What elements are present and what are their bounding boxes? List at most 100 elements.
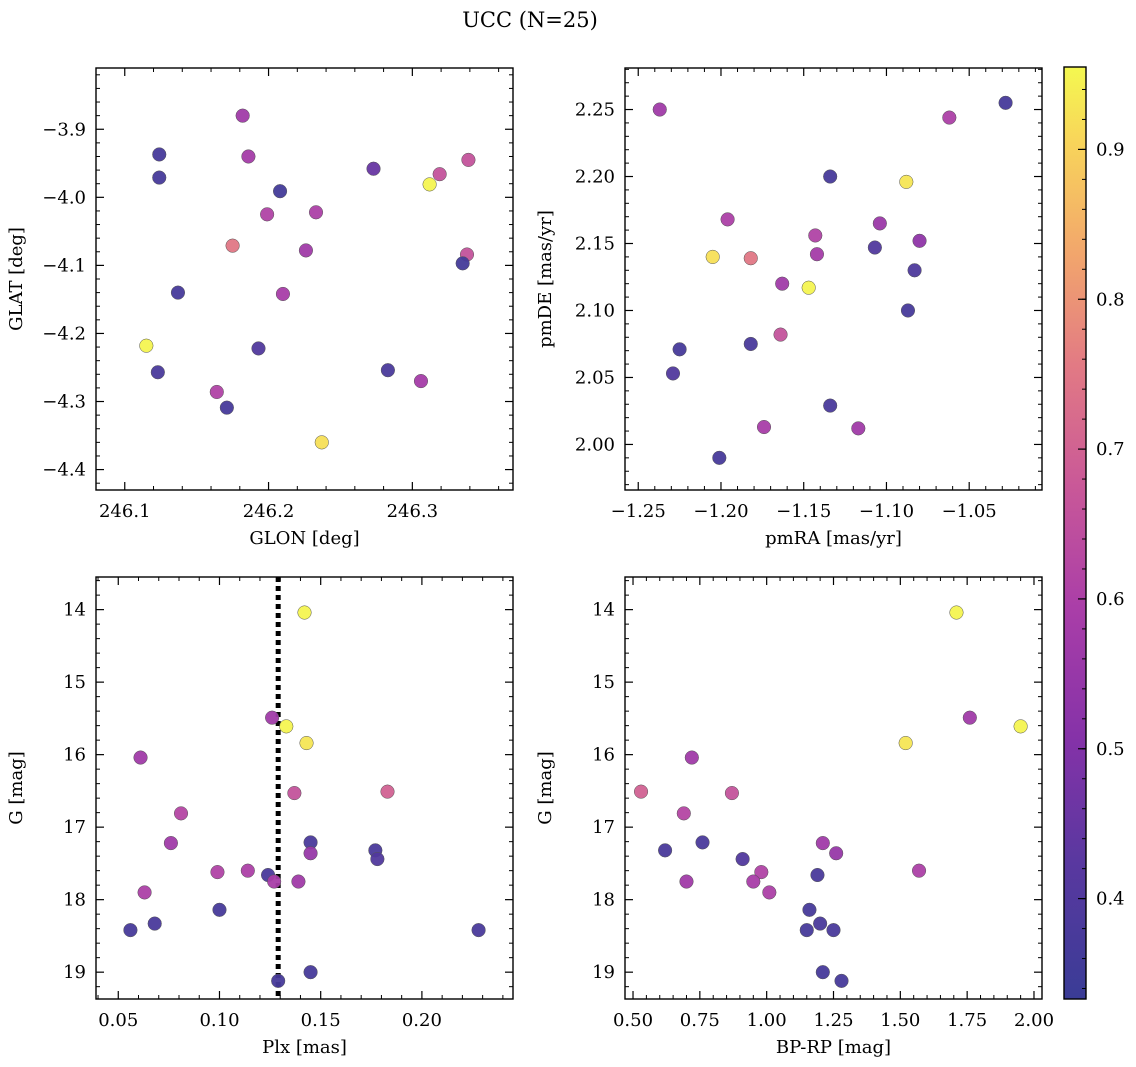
- scatter-point: [652, 102, 667, 117]
- scatter-point: [810, 867, 825, 883]
- scatter-point: [724, 786, 739, 801]
- scatter-point: [801, 280, 816, 295]
- y-tick-label: 2.05: [575, 367, 615, 388]
- scatter-point: [826, 923, 841, 938]
- scatter-point: [235, 108, 250, 123]
- scatter-point: [907, 263, 922, 278]
- x-axis-label: pmRA [mas/yr]: [765, 528, 902, 549]
- scatter-point: [899, 174, 914, 189]
- scatter-point: [900, 303, 916, 318]
- y-tick-label: −4.0: [42, 187, 86, 208]
- scatter-point: [851, 421, 866, 436]
- colorbar-tick-label: 0.9: [1096, 139, 1125, 160]
- y-tick-label: −4.4: [42, 460, 86, 481]
- scatter-point: [279, 719, 294, 734]
- scatter-point: [370, 852, 385, 867]
- scatter-point: [720, 212, 735, 227]
- scatter-point: [275, 286, 290, 302]
- y-tick-label: 14: [592, 600, 615, 621]
- scatter-point: [299, 735, 314, 751]
- y-tick-label: 16: [63, 745, 86, 766]
- scatter-point: [173, 806, 189, 821]
- x-tick-label: −1.05: [942, 501, 997, 522]
- scatter-point: [422, 177, 437, 192]
- y-tick-label: 17: [592, 817, 615, 838]
- scatter-point: [291, 874, 306, 889]
- x-tick-label: 1.75: [947, 1010, 987, 1031]
- colorbar-tick-label: 0.5: [1096, 739, 1125, 760]
- scatter-point: [170, 285, 186, 300]
- scatter-point: [139, 338, 154, 353]
- x-axis-label: GLON [deg]: [249, 528, 359, 549]
- x-tick-label: 0.50: [613, 1010, 653, 1031]
- y-tick-label: 2.25: [575, 100, 615, 121]
- scatter-point: [773, 327, 788, 342]
- scatter-point: [303, 965, 318, 980]
- scatter-point: [799, 923, 814, 938]
- x-tick-label: 0.05: [98, 1010, 138, 1031]
- scatter-point: [308, 205, 324, 220]
- scatter-point: [735, 852, 750, 867]
- x-axis-label: Plx [mas]: [262, 1037, 347, 1058]
- x-tick-label: −1.15: [776, 501, 831, 522]
- scatter-point: [754, 865, 769, 880]
- scatter-point: [809, 247, 825, 262]
- scatter-point: [123, 923, 138, 938]
- scatter-point: [762, 885, 777, 900]
- scatter-point: [380, 363, 395, 378]
- scatter-point: [380, 784, 395, 799]
- scatter-point: [225, 238, 240, 253]
- scatter-point: [911, 863, 927, 878]
- scatter-point: [756, 419, 772, 435]
- scatter-point: [808, 228, 823, 243]
- scatter-point: [297, 605, 312, 620]
- scatter-point: [209, 384, 224, 400]
- scatter-point: [823, 398, 838, 413]
- scatter-point: [152, 170, 167, 185]
- colorbar-frame: [1063, 66, 1087, 1000]
- y-tick-label: 2.15: [575, 233, 615, 254]
- scatter-point: [271, 973, 286, 988]
- scatter-point: [867, 240, 882, 255]
- x-tick-label: 0.75: [680, 1010, 720, 1031]
- scatter-point: [471, 923, 486, 938]
- scatter-point: [147, 916, 162, 931]
- scatter-point: [684, 750, 699, 765]
- x-tick-label: 246.3: [387, 501, 439, 522]
- figure-title: UCC (N=25): [462, 8, 598, 32]
- scatter-point: [298, 243, 313, 258]
- x-tick-label: 0.20: [402, 1010, 442, 1031]
- scatter-point: [455, 256, 470, 271]
- y-tick-label: −4.3: [42, 392, 86, 413]
- x-tick-label: 1.50: [880, 1010, 920, 1031]
- scatter-point: [219, 400, 234, 415]
- scatter-point: [287, 786, 302, 801]
- scatter-point: [137, 885, 152, 900]
- scatter-point: [413, 374, 429, 389]
- scatter-point: [241, 149, 256, 164]
- scatter-point: [265, 710, 280, 725]
- scatter-point: [898, 735, 913, 751]
- y-axis-label: G [mag]: [535, 751, 556, 824]
- y-tick-label: 15: [592, 672, 615, 693]
- scatter-point: [133, 750, 148, 765]
- scatter-point: [150, 365, 165, 380]
- scatter-point: [743, 336, 758, 352]
- y-tick-label: 19: [63, 962, 86, 983]
- panel-glon-glat: 246.1 246.2 246.3 −4.4 −4.3 −4.2 −4.1 −4.0 −3.9 G…: [6, 67, 514, 549]
- scatter-point: [912, 233, 927, 248]
- scatter-point: [942, 110, 957, 125]
- scatter-point: [672, 342, 687, 357]
- scatter-point: [260, 207, 275, 222]
- y-axis-label: GLAT [deg]: [6, 227, 27, 331]
- scatter-point: [823, 169, 838, 184]
- scatter-point: [210, 865, 225, 880]
- scatter-point: [152, 147, 167, 162]
- plot-frame: [95, 67, 514, 491]
- plot-frame: [624, 67, 1043, 491]
- colorbar-tick-label: 0.4: [1096, 889, 1125, 910]
- scatter-point: [665, 366, 681, 381]
- scatter-point: [949, 605, 964, 620]
- x-tick-label: 0.15: [301, 1010, 341, 1031]
